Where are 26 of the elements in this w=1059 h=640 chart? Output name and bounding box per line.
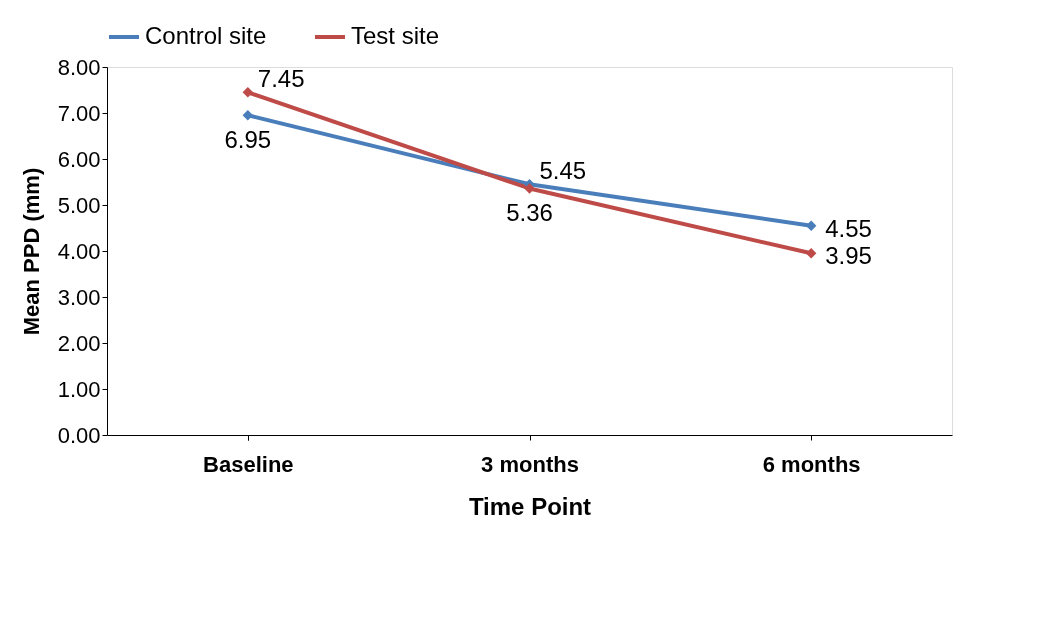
point <box>242 87 254 98</box>
y-tick-label: 5.00 <box>57 192 101 218</box>
y-axis-title: Mean PPD (mm) <box>18 167 44 336</box>
data-label: 4.55 <box>825 214 872 242</box>
x-tick-label: 3 months <box>481 451 579 477</box>
y-tick-label: 1.00 <box>57 376 101 402</box>
y-tick-label: 8.00 <box>57 54 101 80</box>
data-label: 6.95 <box>224 126 272 154</box>
point <box>805 248 817 259</box>
data-label: 5.45 <box>539 157 587 185</box>
point <box>242 110 254 121</box>
data-label: 3.95 <box>825 242 872 270</box>
y-tick-label: 0.00 <box>57 422 101 448</box>
legend-label: Control site <box>145 22 267 49</box>
y-tick-label: 4.00 <box>57 238 101 264</box>
y-tick-label: 3.00 <box>57 284 101 310</box>
x-axis-title: Time Point <box>468 492 592 520</box>
x-tick-label: 6 months <box>762 451 861 477</box>
y-tick-label: 7.00 <box>57 100 101 126</box>
point <box>524 183 535 194</box>
legend-label: Test site <box>351 22 440 49</box>
data-label: 7.45 <box>257 65 305 93</box>
data-label: 5.36 <box>506 199 553 227</box>
x-tick-label: Baseline <box>203 451 294 477</box>
y-tick-label: 2.00 <box>57 330 101 356</box>
y-tick-label: 6.00 <box>57 146 101 172</box>
